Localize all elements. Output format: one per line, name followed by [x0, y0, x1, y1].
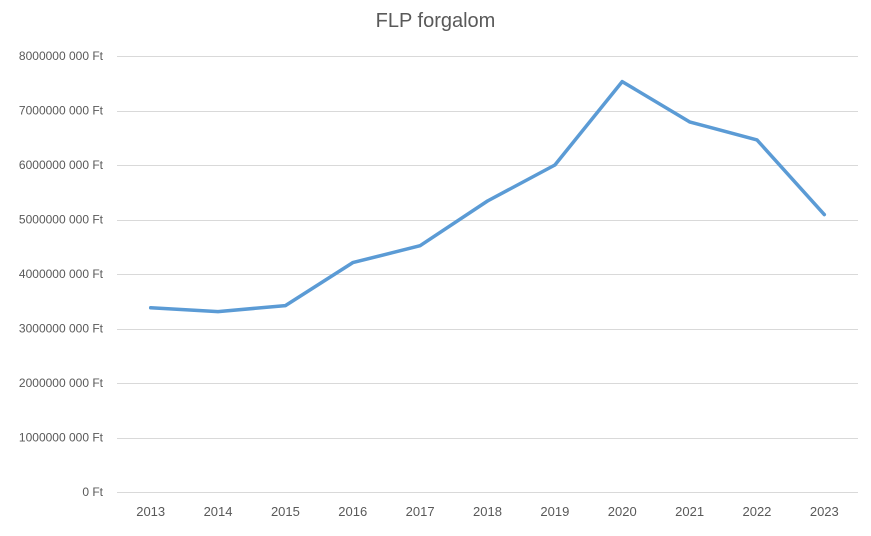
data-point — [620, 80, 624, 84]
x-tick-label: 2020 — [608, 504, 637, 519]
y-tick-label: 7000000 000 Ft — [19, 104, 104, 118]
x-tick-label: 2013 — [136, 504, 165, 519]
y-tick-label: 1000000 000 Ft — [19, 431, 104, 445]
data-point — [822, 213, 826, 217]
y-tick-label: 3000000 000 Ft — [19, 322, 104, 336]
data-point — [418, 244, 422, 248]
data-point — [486, 199, 489, 203]
x-tick-label: 2018 — [473, 504, 502, 519]
y-tick-label: 8000000 000 Ft — [19, 49, 104, 63]
data-point — [553, 163, 557, 167]
x-tick-label: 2022 — [742, 504, 771, 519]
x-tick-label: 2016 — [338, 504, 367, 519]
data-point — [755, 138, 759, 142]
series-line — [148, 79, 827, 314]
gridlines — [117, 56, 858, 493]
y-tick-label: 0 Ft — [82, 485, 103, 499]
data-point — [283, 304, 287, 308]
series-layer — [148, 79, 827, 314]
y-tick-label: 4000000 000 Ft — [19, 267, 104, 281]
chart-title: FLP forgalom — [375, 10, 496, 32]
data-point — [216, 310, 220, 314]
data-point — [688, 120, 692, 124]
data-point — [149, 306, 153, 310]
y-tick-label: 6000000 000 Ft — [19, 158, 104, 172]
x-axis-tick-labels: 2013 2014 2015 2016 2017 2018 2019 2020 2021 2022… — [136, 504, 839, 519]
x-tick-label: 2017 — [406, 504, 435, 519]
x-tick-label: 2015 — [271, 504, 300, 519]
x-tick-label: 2021 — [675, 504, 704, 519]
y-tick-label: 2000000 000 Ft — [19, 376, 104, 390]
y-axis-tick-labels: 0 Ft 1000000 000 Ft 2000000 000 Ft 3000000 … — [19, 49, 104, 499]
x-tick-label: 2014 — [204, 504, 233, 519]
x-tick-label: 2023 — [810, 504, 839, 519]
data-point — [351, 261, 355, 265]
x-tick-label: 2019 — [540, 504, 569, 519]
y-tick-label: 5000000 000 Ft — [19, 213, 104, 227]
